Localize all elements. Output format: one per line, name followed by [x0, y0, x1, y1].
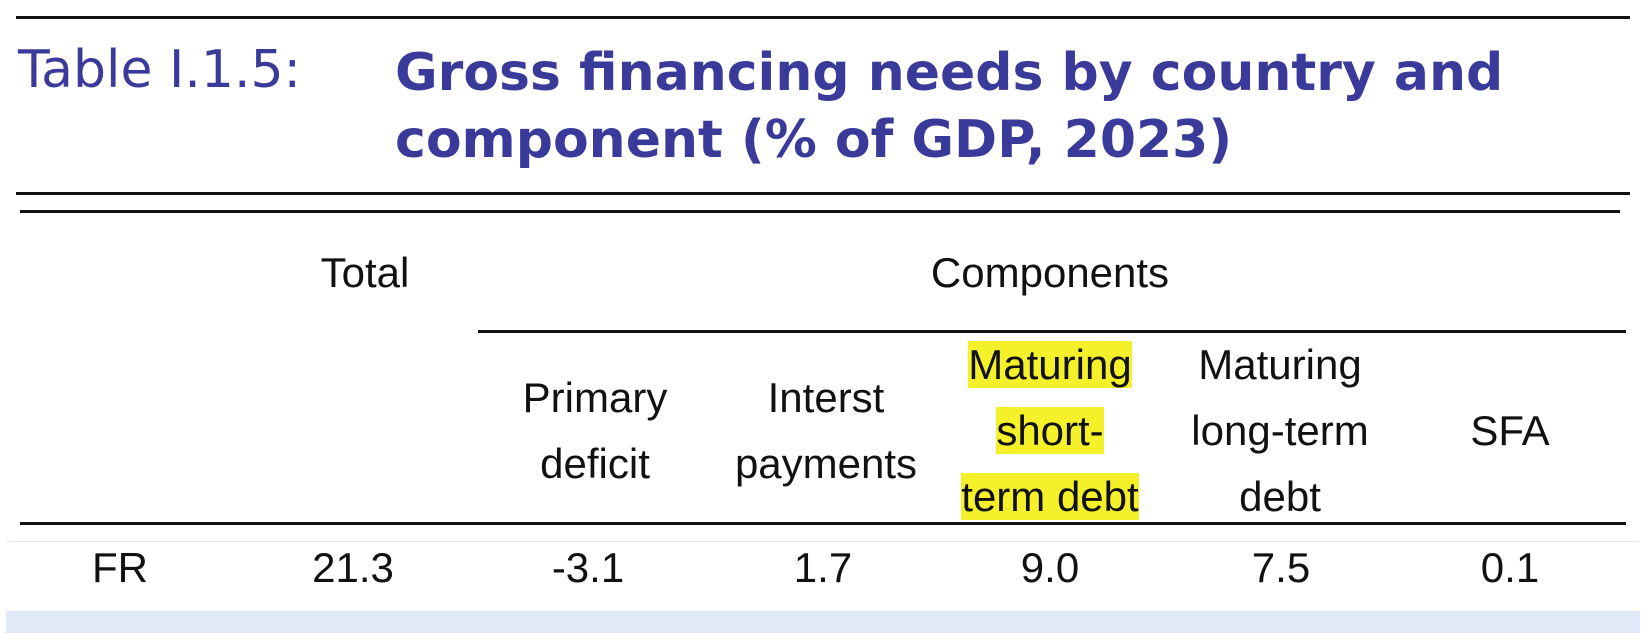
cell-maturing-short-term: 9.0 [1020, 544, 1080, 591]
header-total: Total [320, 249, 410, 296]
cell-primary-deficit: -3.1 [551, 544, 625, 591]
header-short-term-line2: short- [996, 407, 1104, 454]
next-row-band [6, 611, 1640, 633]
header-primary-deficit: Primary deficit [500, 365, 690, 497]
header-short-term-line3: term debt [961, 473, 1139, 520]
header-primary-deficit-line2: deficit [540, 440, 650, 487]
header-primary-deficit-line1: Primary [522, 374, 668, 421]
header-long-term-line2: long-term [1191, 407, 1369, 454]
title-rule [16, 192, 1630, 195]
row-separator [6, 541, 1640, 542]
table-number: Table I.1.5: [18, 40, 302, 100]
header-interest-payments: Interst payments [716, 365, 936, 497]
cell-interest-payments: 1.7 [793, 544, 853, 591]
cell-maturing-long-term: 7.5 [1251, 544, 1311, 591]
header-short-term-line1: Maturing [968, 341, 1132, 388]
header-bottom-rule [20, 522, 1626, 525]
header-maturing-long-term-debt: Maturing long-term debt [1170, 332, 1390, 530]
table-title: Gross financing needs by country and com… [395, 43, 1504, 170]
cell-country: FR [92, 544, 148, 591]
header-interest-payments-line1: Interst [767, 374, 885, 421]
cell-sfa: 0.1 [1480, 544, 1540, 591]
header-long-term-line3: debt [1239, 473, 1321, 520]
header-maturing-short-term-debt: Maturing short- term debt [945, 332, 1155, 530]
table-top-rule [20, 210, 1620, 213]
cell-total: 21.3 [312, 544, 394, 591]
top-rule [16, 16, 1630, 19]
header-sfa: SFA [1470, 407, 1550, 454]
header-long-term-line1: Maturing [1198, 341, 1362, 388]
components-rule [478, 330, 1626, 333]
header-interest-payments-line2: payments [734, 440, 918, 487]
header-components: Components [930, 249, 1170, 296]
